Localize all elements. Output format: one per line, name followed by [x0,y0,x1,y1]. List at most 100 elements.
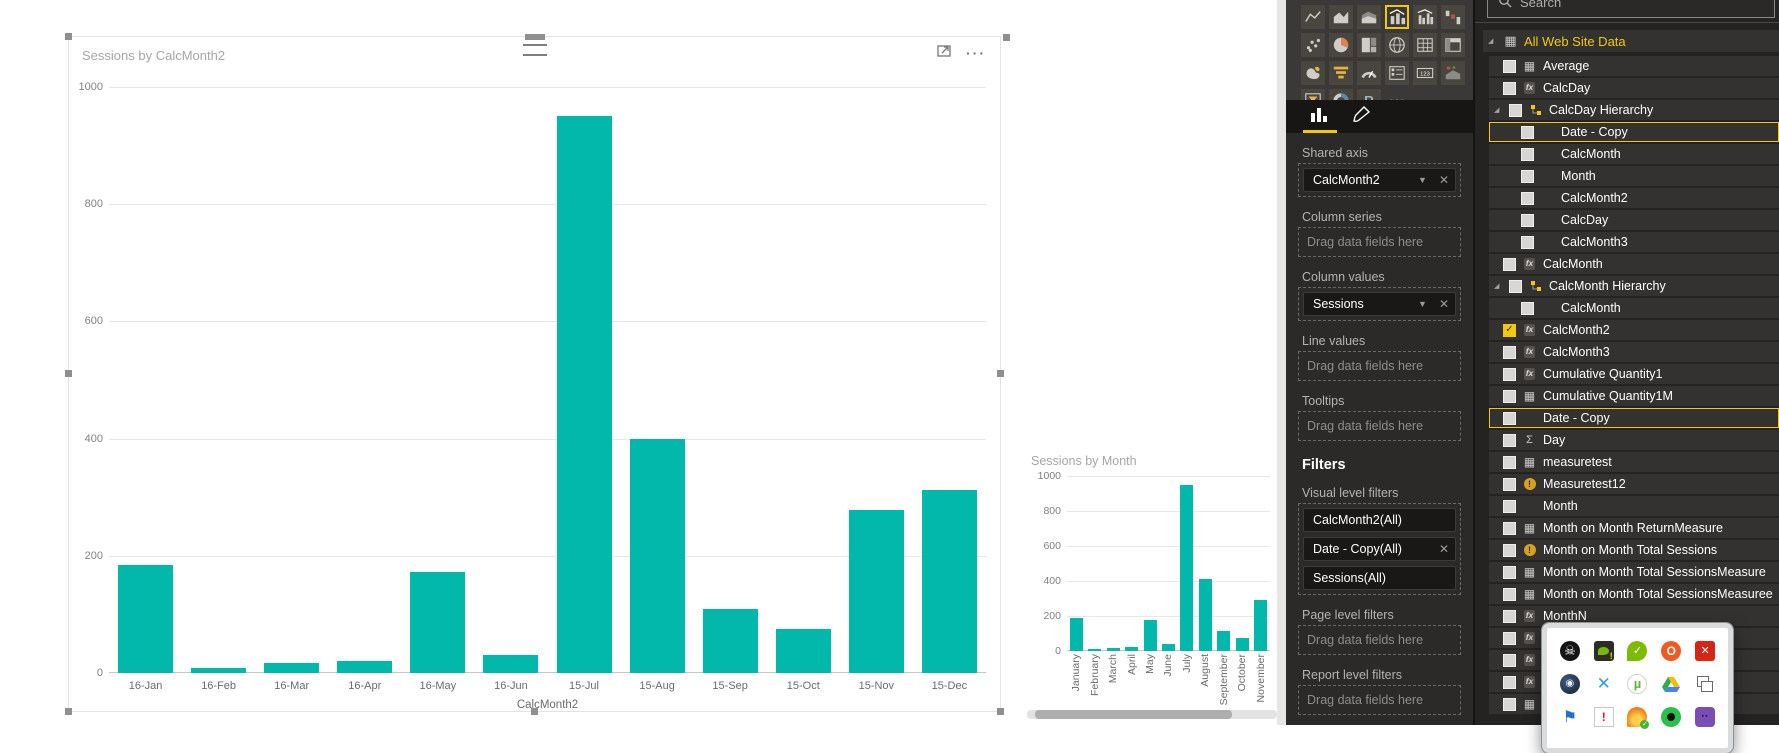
well-column-series[interactable]: Drag data fields here [1298,227,1461,257]
bar-15-Dec[interactable] [921,489,977,673]
field-checkbox[interactable] [1509,103,1522,117]
format-tab[interactable] [1350,105,1372,128]
field-row-cumulative-quantity1[interactable]: fx Cumulative Quantity1 [1489,364,1779,384]
field-checkbox[interactable] [1503,345,1516,359]
well-column-values[interactable]: Sessions ▼ ✕ [1298,287,1461,321]
dropdown-caret-icon[interactable]: ▼ [1418,299,1427,309]
field-row-month-on-month-total-sessions[interactable]: ! Month on Month Total Sessions [1489,540,1779,560]
bar-16-Jun[interactable] [483,655,539,673]
bar-November[interactable] [1254,599,1268,651]
filter-well-report-level-filters[interactable]: Drag data fields here [1298,685,1461,715]
origin-icon[interactable]: O [1661,640,1682,661]
field-checkbox[interactable] [1503,433,1516,447]
field-pill-sessions[interactable]: Sessions ▼ ✕ [1303,292,1456,316]
bar-15-Oct[interactable] [775,629,831,673]
field-row-month-on-month-returnmeasure[interactable]: ▦ Month on Month ReturnMeasure [1489,518,1779,538]
horizontal-scrollbar-thumb[interactable] [1035,710,1232,719]
scatter-chart-icon[interactable] [1301,33,1325,57]
dropdown-caret-icon[interactable]: ▼ [1418,175,1427,185]
field-row-calcday-hierarchy[interactable]: ◢ CalcDay Hierarchy [1489,100,1779,120]
remove-field-icon[interactable]: ✕ [1438,297,1449,311]
drag-notch[interactable] [524,34,545,40]
line-and-clustered-column-chart-icon[interactable] [1413,5,1437,29]
field-checkbox[interactable] [1503,653,1516,667]
bar-August[interactable] [1198,579,1212,651]
expand-arrow-icon[interactable]: ◢ [1494,107,1500,114]
field-checkbox[interactable] [1509,279,1522,293]
bar-September[interactable] [1217,631,1231,651]
green-orb-icon[interactable] [1661,706,1682,727]
field-row-cumulative-quantity1m[interactable]: ▦ Cumulative Quantity1M [1489,386,1779,406]
field-checkbox[interactable] [1521,191,1534,205]
field-row-measuretest12[interactable]: ! Measuretest12 [1489,474,1779,494]
fields-search-box[interactable]: Search [1487,0,1775,18]
bar-16-Apr[interactable] [337,661,393,673]
bar-15-Aug[interactable] [629,438,685,673]
well-line-values[interactable]: Drag data fields here [1298,351,1461,381]
waterfall-chart-icon[interactable] [1441,5,1465,29]
field-checkbox[interactable] [1503,565,1516,579]
field-row-date-copy[interactable]: Date - Copy [1489,408,1779,428]
kpi-icon[interactable] [1441,61,1465,85]
matrix-icon[interactable] [1441,33,1465,57]
field-row-calcmonth[interactable]: CalcMonth [1489,144,1779,164]
field-checkbox[interactable] [1503,499,1516,513]
field-row-calcday[interactable]: fx CalcDay [1489,78,1779,98]
field-checkbox[interactable] [1503,59,1516,73]
bar-15-Nov[interactable] [848,510,904,673]
visual-sessions-by-calcmonth2[interactable]: Sessions by CalcMonth2 ··· 1000 800 600 400… [65,33,1010,715]
field-row-month-on-month-total-sessionsmeasure[interactable]: ▦ Month on Month Total SessionsMeasure [1489,562,1779,582]
utorrent-icon[interactable]: µ [1627,673,1648,694]
visual-sessions-by-month[interactable]: Sessions by Month 1000 800 600 400 200 0 Janu… [1027,448,1278,725]
field-row-calcmonth2[interactable]: CalcMonth2 [1489,188,1779,208]
blue-flag-icon[interactable]: ⚑ [1562,708,1578,726]
field-row-calcmonth3[interactable]: fx CalcMonth3 [1489,342,1779,362]
field-row-month[interactable]: Month [1489,496,1779,516]
resize-handle-top-left[interactable] [65,33,72,40]
map-icon[interactable] [1385,33,1409,57]
bar-15-Sep[interactable] [702,608,758,673]
field-row-monthn[interactable]: fx MonthN [1489,606,1779,626]
drag-grip-icon[interactable] [522,44,547,56]
bar-April[interactable] [1125,647,1139,651]
field-checkbox[interactable] [1503,587,1516,601]
resize-handle-bottom-right[interactable] [997,708,1004,715]
filled-map-icon[interactable] [1301,61,1325,85]
bar-February[interactable] [1088,649,1102,651]
bar-16-May[interactable] [410,571,466,673]
window-copy-icon[interactable] [1695,674,1715,694]
gauge-icon[interactable] [1357,61,1381,85]
field-checkbox[interactable] [1503,675,1516,689]
field-row-calcday[interactable]: CalcDay [1489,210,1779,230]
field-checkbox[interactable] [1521,147,1534,161]
table-icon[interactable] [1413,33,1437,57]
expand-arrow-icon[interactable]: ◢ [1488,38,1494,45]
steam-icon[interactable]: ◉ [1559,673,1580,694]
resize-handle-top-right[interactable] [1003,34,1010,41]
resize-handle-mid-left[interactable] [65,370,72,377]
field-checkbox[interactable] [1503,367,1516,381]
line-chart-icon[interactable] [1301,5,1325,29]
card-icon[interactable]: 123 [1413,61,1437,85]
field-checkbox[interactable] [1503,455,1516,469]
bar-15-Jul[interactable] [556,116,612,673]
field-checkbox[interactable] [1503,81,1516,95]
field-checkbox[interactable] [1503,609,1516,623]
line-and-stacked-column-chart-icon[interactable] [1385,5,1409,29]
field-checkbox[interactable] [1503,697,1516,711]
multi-row-card-icon[interactable] [1385,61,1409,85]
bar-16-Jan[interactable] [118,564,174,673]
blocked-file-icon[interactable]: ✕ [1695,640,1716,661]
field-checkbox[interactable] [1503,477,1516,491]
resize-handle-bottom-left[interactable] [65,708,72,715]
field-checkbox[interactable] [1521,125,1534,139]
field-checkbox[interactable] [1503,257,1516,271]
field-checkbox[interactable] [1521,169,1534,183]
bar-March[interactable] [1106,647,1120,651]
field-checkbox[interactable] [1503,411,1516,425]
stacked-area-chart-icon[interactable] [1357,5,1381,29]
bar-16-Mar[interactable] [264,663,320,673]
field-checkbox[interactable] [1521,301,1534,315]
google-drive-icon[interactable] [1661,674,1681,694]
bar-July[interactable] [1180,484,1194,651]
